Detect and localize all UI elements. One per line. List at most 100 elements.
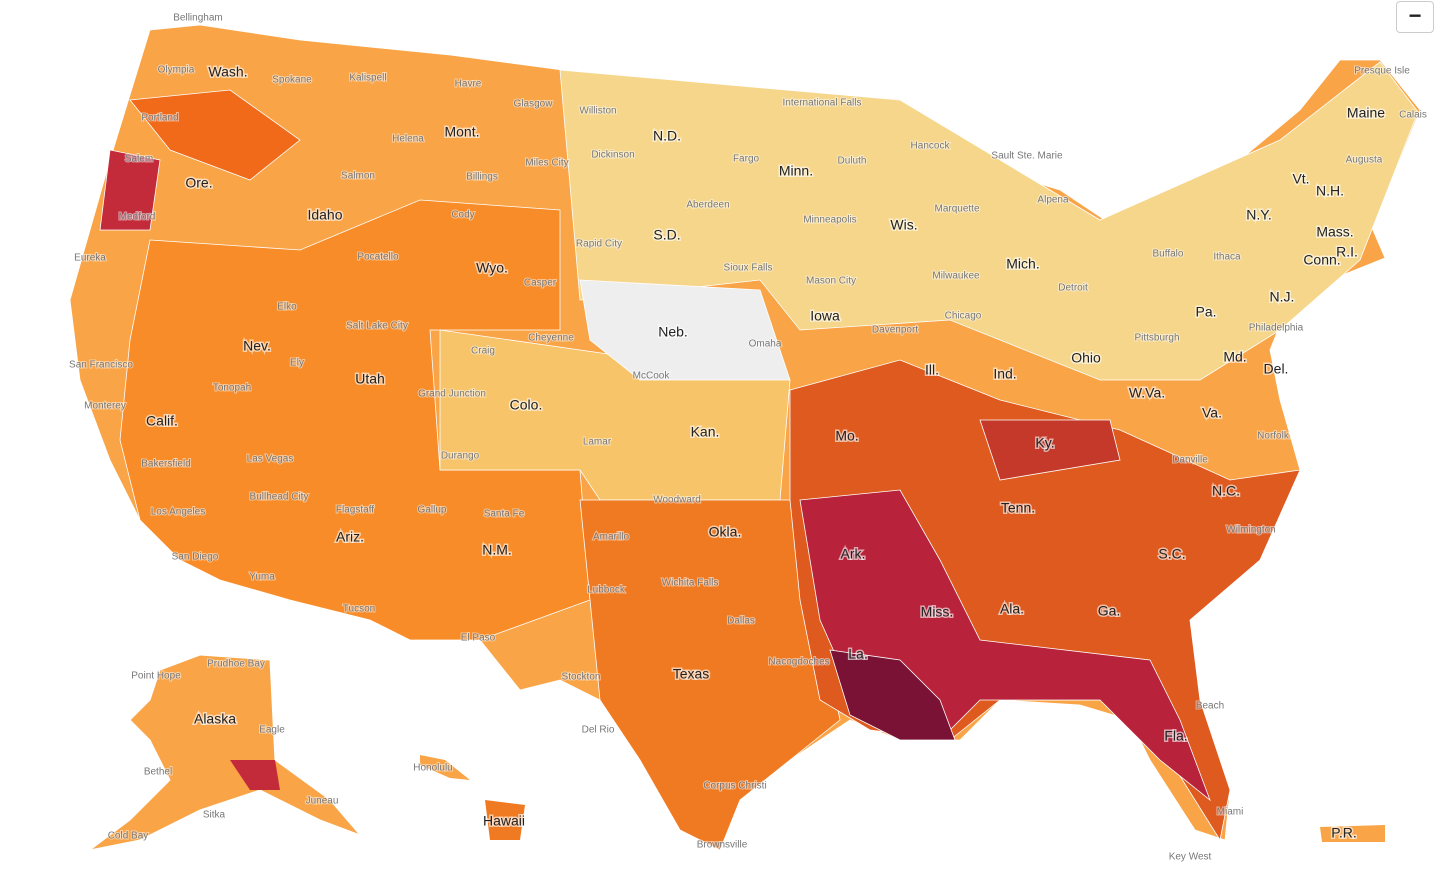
state-label: N.J. [1270, 289, 1295, 305]
kentucky-red [979, 419, 1121, 481]
state-label: R.I. [1336, 244, 1358, 260]
city-label: Medford [119, 212, 156, 223]
alaska-red [230, 760, 280, 790]
city-label: Del Rio [582, 725, 615, 736]
city-label: Sitka [203, 810, 226, 821]
state-label: Mass. [1316, 224, 1353, 240]
city-label: Beach [1196, 701, 1224, 712]
city-label: Key West [1169, 852, 1212, 863]
city-label: Craig [471, 346, 495, 357]
state-label: Kan. [691, 424, 720, 440]
city-label: Ely [290, 358, 304, 369]
city-label: Ithaca [1213, 252, 1241, 263]
city-label: Duluth [838, 156, 867, 167]
city-label: Sault Ste. Marie [991, 151, 1063, 162]
state-label: Miss. [921, 604, 954, 620]
city-label: Helena [392, 134, 424, 145]
city-label: Milwaukee [932, 271, 980, 282]
city-label: Amarillo [593, 532, 630, 543]
city-label: Alpena [1037, 195, 1069, 206]
city-label: Salmon [341, 171, 375, 182]
city-label: Bellingham [173, 13, 222, 24]
city-label: Fargo [733, 154, 760, 165]
state-label: Del. [1264, 361, 1289, 377]
city-label: Aberdeen [686, 200, 729, 211]
city-label: Point Hope [131, 671, 181, 682]
state-label: La. [848, 646, 867, 662]
city-label: Lubbock [587, 585, 626, 596]
city-label: Cheyenne [528, 333, 574, 344]
city-label: Bakersfield [141, 459, 190, 470]
state-label: Ky. [1035, 435, 1054, 451]
city-label: Corpus Christi [703, 781, 766, 792]
state-label: S.D. [653, 227, 680, 243]
city-label: Norfolk [1257, 431, 1290, 442]
city-label: Kalispell [349, 73, 386, 84]
hawaii-islands [420, 755, 470, 780]
city-label: Bethel [144, 767, 172, 778]
state-label: Wis. [890, 217, 917, 233]
zoom-out-button[interactable]: − [1396, 1, 1434, 33]
state-label: Neb. [658, 324, 688, 340]
city-label: Elko [277, 302, 297, 313]
city-label: Bullhead City [250, 492, 309, 503]
city-label: Calais [1399, 110, 1427, 121]
state-label: Colo. [510, 397, 543, 413]
city-label: Glasgow [514, 99, 554, 110]
alaska [89, 654, 361, 851]
oregon-red [99, 149, 161, 231]
state-label: Wyo. [476, 260, 508, 276]
northwest-orange [129, 89, 301, 181]
city-label: McCook [633, 371, 671, 382]
state-label: Ariz. [336, 529, 364, 545]
state-label: Idaho [307, 207, 342, 223]
city-label: Prudhoe Bay [207, 659, 265, 670]
city-label: Dallas [727, 616, 755, 627]
state-label: Ill. [925, 362, 939, 378]
state-label: W.Va. [1129, 385, 1165, 401]
state-label: Vt. [1292, 171, 1309, 187]
city-label: Gallup [418, 505, 447, 516]
city-label: Havre [455, 79, 482, 90]
city-label: El Paso [461, 633, 496, 644]
city-label: Monterey [84, 401, 126, 412]
city-label: Miami [1217, 807, 1244, 818]
city-label: Rapid City [576, 239, 622, 250]
state-label: Minn. [779, 163, 813, 179]
state-label: Md. [1223, 349, 1246, 365]
state-label: Iowa [810, 308, 840, 324]
city-label: Omaha [749, 339, 782, 350]
state-label: Ala. [1000, 601, 1024, 617]
city-label: Eagle [259, 725, 285, 736]
city-label: Yuma [249, 572, 275, 583]
city-label: Flagstaff [336, 505, 374, 516]
state-label: Utah [355, 371, 385, 387]
state-label: Ind. [993, 366, 1016, 382]
city-label: Durango [441, 451, 480, 462]
city-label: Presque Isle [1354, 66, 1410, 77]
nebraska-grey [579, 279, 791, 381]
city-label: Santa Fe [484, 509, 525, 520]
city-label: Tonopah [213, 383, 251, 394]
state-label: Calif. [146, 413, 178, 429]
state-label: N.H. [1316, 183, 1344, 199]
state-label: Texas [673, 666, 710, 682]
puerto-rico [1320, 825, 1385, 842]
state-label: P.R. [1331, 825, 1356, 841]
city-label: San Diego [172, 552, 219, 563]
north-light [559, 61, 1419, 381]
city-label: Las Vegas [247, 454, 294, 465]
city-label: Buffalo [1153, 249, 1184, 260]
state-label: Mo. [835, 428, 858, 444]
state-label: Ore. [185, 175, 212, 191]
city-label: Dickinson [591, 150, 634, 161]
city-label: Juneau [306, 796, 339, 807]
city-label: Augusta [1346, 155, 1383, 166]
city-label: Marquette [934, 204, 979, 215]
city-label: Minneapolis [803, 215, 856, 226]
state-label: N.Y. [1246, 207, 1271, 223]
west-orange [119, 199, 591, 641]
city-label: Los Angeles [151, 507, 206, 518]
state-label: Ohio [1071, 350, 1101, 366]
